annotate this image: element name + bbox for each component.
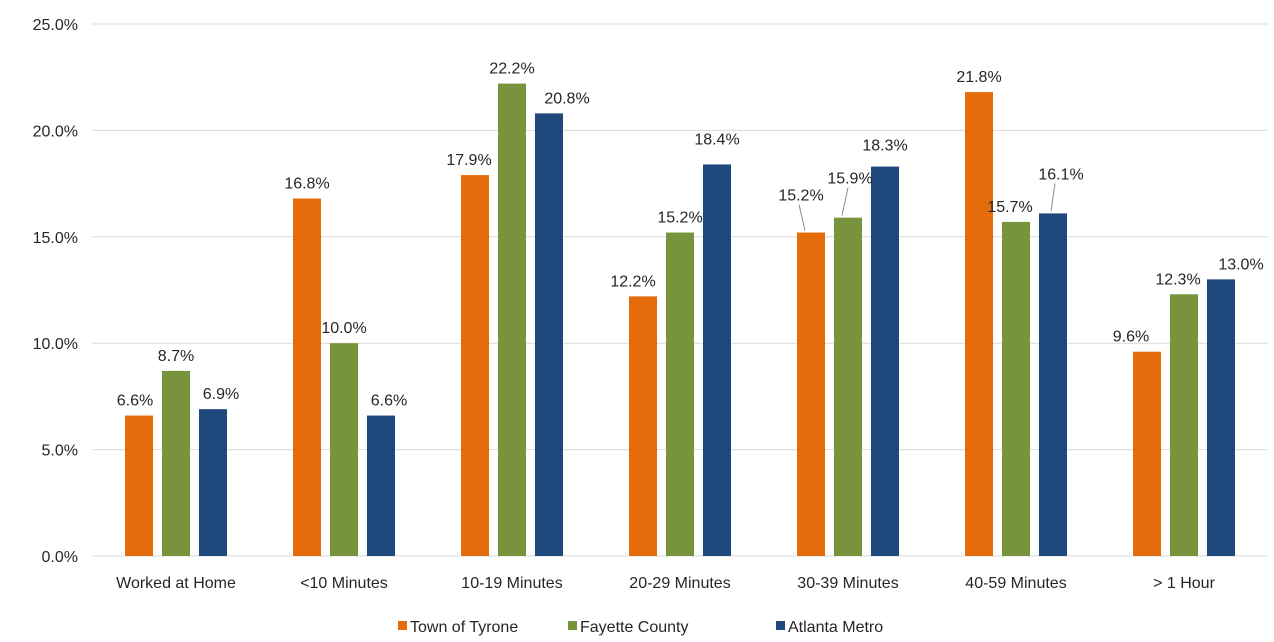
bar-fayette-county: [834, 217, 862, 556]
bar-town-of-tyrone: [461, 175, 489, 556]
bar-fayette-county: [666, 232, 694, 556]
legend-swatch: [776, 621, 785, 630]
data-label: 9.6%: [1113, 329, 1149, 346]
data-label: 12.3%: [1155, 271, 1200, 288]
y-tick-label: 20.0%: [33, 123, 78, 140]
bar-fayette-county: [1002, 221, 1030, 557]
legend-label: Fayette County: [580, 619, 689, 636]
x-category-label: <10 Minutes: [300, 575, 388, 592]
legend-swatch: [398, 621, 407, 630]
bar-atlanta-metro: [703, 164, 731, 556]
data-label: 15.2%: [657, 210, 702, 227]
leader-lines: [798, 183, 1056, 231]
bar-town-of-tyrone: [293, 198, 321, 556]
bar-atlanta-metro: [535, 113, 563, 556]
data-label: 22.2%: [489, 61, 534, 78]
y-tick-label: 0.0%: [42, 549, 78, 566]
data-label: 10.0%: [321, 320, 366, 337]
y-tick-label: 25.0%: [33, 17, 78, 34]
data-labels: 6.6% 8.7% 6.9% 16.8% 10.0% 6.6% 17.9% 22.2% 20.8…: [117, 61, 1264, 410]
data-label: 6.6%: [117, 393, 153, 410]
data-label: 21.8%: [956, 69, 1001, 86]
data-label: 18.4%: [694, 131, 739, 148]
legend: Town of Tyrone Fayette County Atlanta Metr…: [398, 619, 883, 636]
bars: [125, 83, 1235, 557]
leader-line: [1050, 183, 1056, 212]
leader-line: [798, 204, 806, 231]
bar-atlanta-metro: [367, 415, 395, 556]
bar-atlanta-metro: [871, 166, 899, 557]
x-category-label: 30-39 Minutes: [797, 575, 898, 592]
data-label: 6.6%: [371, 393, 407, 410]
x-category-label: 10-19 Minutes: [461, 575, 562, 592]
data-label: 15.7%: [987, 199, 1032, 216]
bar-town-of-tyrone: [965, 92, 993, 556]
bar-fayette-county: [1170, 294, 1198, 556]
x-category-label: Worked at Home: [116, 575, 236, 592]
data-label: 20.8%: [544, 90, 589, 107]
data-label: 16.1%: [1038, 166, 1083, 183]
legend-label: Atlanta Metro: [788, 619, 883, 636]
x-category-label: 20-29 Minutes: [629, 575, 730, 592]
bar-atlanta-metro: [199, 409, 227, 556]
bar-town-of-tyrone: [125, 415, 153, 556]
data-label: 12.2%: [610, 273, 655, 290]
data-label: 8.7%: [158, 348, 194, 365]
data-label: 18.3%: [862, 138, 907, 155]
data-label: 6.9%: [203, 386, 239, 403]
data-label: 15.9%: [827, 171, 872, 188]
legend-label: Town of Tyrone: [410, 619, 518, 636]
bar-town-of-tyrone: [1133, 351, 1161, 556]
bar-fayette-county: [162, 370, 190, 556]
bar-fayette-county: [498, 83, 526, 557]
bar-town-of-tyrone: [797, 232, 825, 556]
data-label: 17.9%: [446, 152, 491, 169]
y-tick-label: 15.0%: [33, 230, 78, 247]
y-tick-label: 5.0%: [42, 443, 78, 460]
bar-atlanta-metro: [1039, 213, 1067, 556]
data-label: 13.0%: [1218, 256, 1263, 273]
y-tick-label: 10.0%: [33, 336, 78, 353]
y-axis-ticks: 0.0% 5.0% 10.0% 15.0% 20.0% 25.0%: [33, 17, 78, 566]
data-label: 16.8%: [284, 175, 329, 192]
x-category-label: 40-59 Minutes: [965, 575, 1066, 592]
data-label: 15.2%: [778, 188, 823, 205]
x-category-label: > 1 Hour: [1153, 575, 1215, 592]
leader-line: [841, 187, 849, 216]
bar-town-of-tyrone: [629, 296, 657, 556]
x-axis-categories: Worked at Home <10 Minutes 10-19 Minutes 20…: [116, 575, 1215, 592]
bar-atlanta-metro: [1207, 279, 1235, 556]
legend-swatch: [568, 621, 577, 630]
bar-fayette-county: [330, 343, 358, 556]
